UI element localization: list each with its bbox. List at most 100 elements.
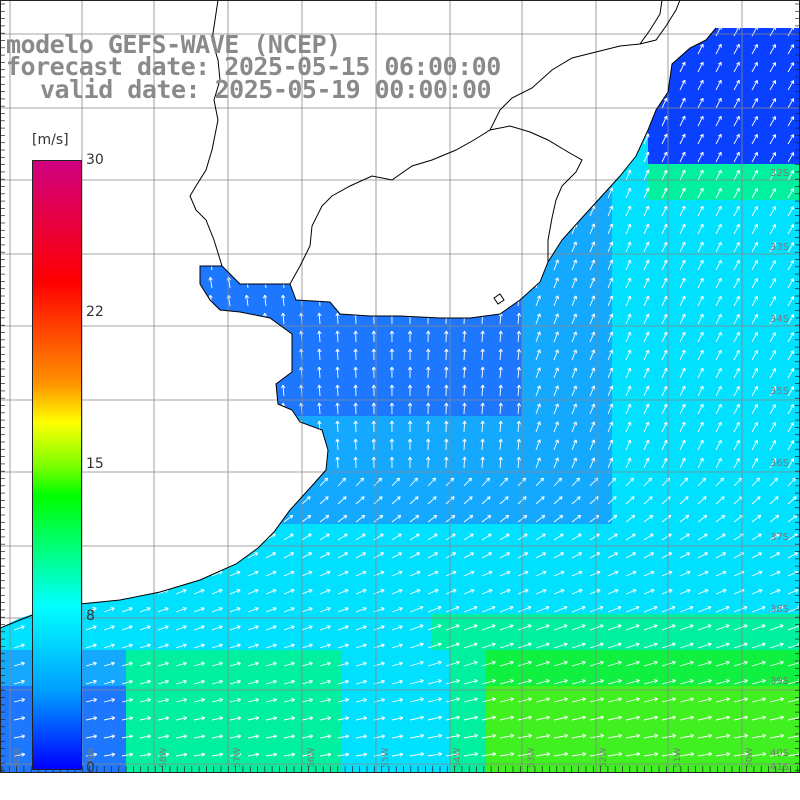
wind-cell bbox=[774, 434, 793, 453]
valid-date: valid date: 2025-05-19 00:00:00 bbox=[40, 75, 492, 104]
wind-cell bbox=[756, 38, 775, 57]
wind-cell bbox=[414, 380, 433, 399]
wind-cell bbox=[504, 344, 523, 363]
wind-cell bbox=[630, 164, 649, 183]
wind-cell bbox=[522, 416, 541, 435]
longitude-label: 58W bbox=[159, 748, 169, 768]
wind-cell bbox=[684, 164, 703, 183]
wind-cell bbox=[378, 326, 397, 345]
wind-cell bbox=[576, 542, 595, 561]
wind-cell bbox=[720, 308, 739, 327]
wind-cell bbox=[774, 542, 793, 561]
wind-cell bbox=[414, 488, 433, 507]
wind-cell bbox=[378, 488, 397, 507]
wind-cell bbox=[594, 200, 613, 219]
wind-cell bbox=[774, 92, 793, 111]
wind-cell bbox=[540, 308, 559, 327]
wind-cell bbox=[450, 596, 469, 615]
wind-cell bbox=[666, 380, 685, 399]
wind-cell bbox=[576, 362, 595, 381]
wind-cell bbox=[342, 452, 361, 471]
wind-cell bbox=[666, 128, 685, 147]
wind-cell bbox=[324, 398, 343, 417]
wind-cell bbox=[774, 290, 793, 309]
wind-cell bbox=[306, 326, 325, 345]
wind-cell bbox=[792, 218, 800, 237]
wind-cell bbox=[702, 218, 721, 237]
wind-cell bbox=[684, 308, 703, 327]
wind-cell bbox=[612, 290, 631, 309]
wind-cell bbox=[378, 470, 397, 489]
latitude-label: 41S bbox=[770, 762, 789, 773]
wind-cell bbox=[396, 524, 415, 543]
wind-cell bbox=[738, 506, 757, 525]
wind-cell bbox=[504, 452, 523, 471]
wind-cell bbox=[702, 236, 721, 255]
wind-cell bbox=[522, 362, 541, 381]
wind-cell bbox=[666, 326, 685, 345]
wind-cell bbox=[648, 416, 667, 435]
colorbar-tick-8: 8 bbox=[86, 608, 95, 624]
wind-cell bbox=[792, 74, 800, 93]
wind-cell bbox=[720, 218, 739, 237]
wind-cell bbox=[792, 632, 800, 651]
wind-cell bbox=[792, 452, 800, 471]
wind-cell bbox=[792, 524, 800, 543]
wind-cell bbox=[396, 380, 415, 399]
wind-cell bbox=[576, 506, 595, 525]
wind-cell bbox=[576, 524, 595, 543]
wind-cell bbox=[630, 200, 649, 219]
wind-cell bbox=[756, 110, 775, 129]
wind-cell bbox=[738, 110, 757, 129]
wind-cell bbox=[288, 524, 307, 543]
wind-cell bbox=[756, 200, 775, 219]
wind-cell bbox=[270, 542, 289, 561]
wind-cell bbox=[558, 506, 577, 525]
longitude-label: 51W bbox=[673, 748, 683, 768]
wind-cell bbox=[792, 650, 800, 669]
wind-cell bbox=[486, 542, 505, 561]
wind-cell bbox=[738, 218, 757, 237]
wind-cell bbox=[630, 596, 649, 615]
wind-cell bbox=[468, 326, 487, 345]
wind-cell bbox=[414, 452, 433, 471]
wind-cell bbox=[702, 326, 721, 345]
wind-cell bbox=[288, 542, 307, 561]
wind-cell bbox=[504, 416, 523, 435]
wind-cell bbox=[432, 470, 451, 489]
longitude-label: 52W bbox=[599, 748, 609, 768]
wind-cell bbox=[234, 290, 253, 309]
wind-cell bbox=[792, 182, 800, 201]
wind-cell bbox=[612, 434, 631, 453]
wind-cell bbox=[792, 290, 800, 309]
wind-cell bbox=[342, 326, 361, 345]
wind-cell bbox=[738, 524, 757, 543]
wind-cell bbox=[558, 596, 577, 615]
wind-cell bbox=[594, 218, 613, 237]
wind-cell bbox=[756, 28, 775, 39]
wind-cell bbox=[792, 416, 800, 435]
wind-cell bbox=[540, 434, 559, 453]
wind-cell bbox=[522, 506, 541, 525]
wind-cell bbox=[720, 28, 739, 39]
wind-cell bbox=[576, 326, 595, 345]
wind-cell bbox=[540, 470, 559, 489]
wind-cell bbox=[774, 506, 793, 525]
wind-cell bbox=[306, 380, 325, 399]
wind-cell bbox=[756, 380, 775, 399]
wind-cell bbox=[720, 92, 739, 111]
wind-cell bbox=[594, 416, 613, 435]
wind-cell bbox=[342, 362, 361, 381]
wind-cell bbox=[720, 488, 739, 507]
wind-cell bbox=[666, 92, 685, 111]
wind-cell bbox=[324, 344, 343, 363]
wind-cell bbox=[342, 434, 361, 453]
wind-cell bbox=[792, 596, 800, 615]
wind-cell bbox=[720, 272, 739, 291]
wind-cell bbox=[522, 326, 541, 345]
wind-cell bbox=[720, 452, 739, 471]
wind-cell bbox=[414, 362, 433, 381]
wind-cell bbox=[684, 488, 703, 507]
